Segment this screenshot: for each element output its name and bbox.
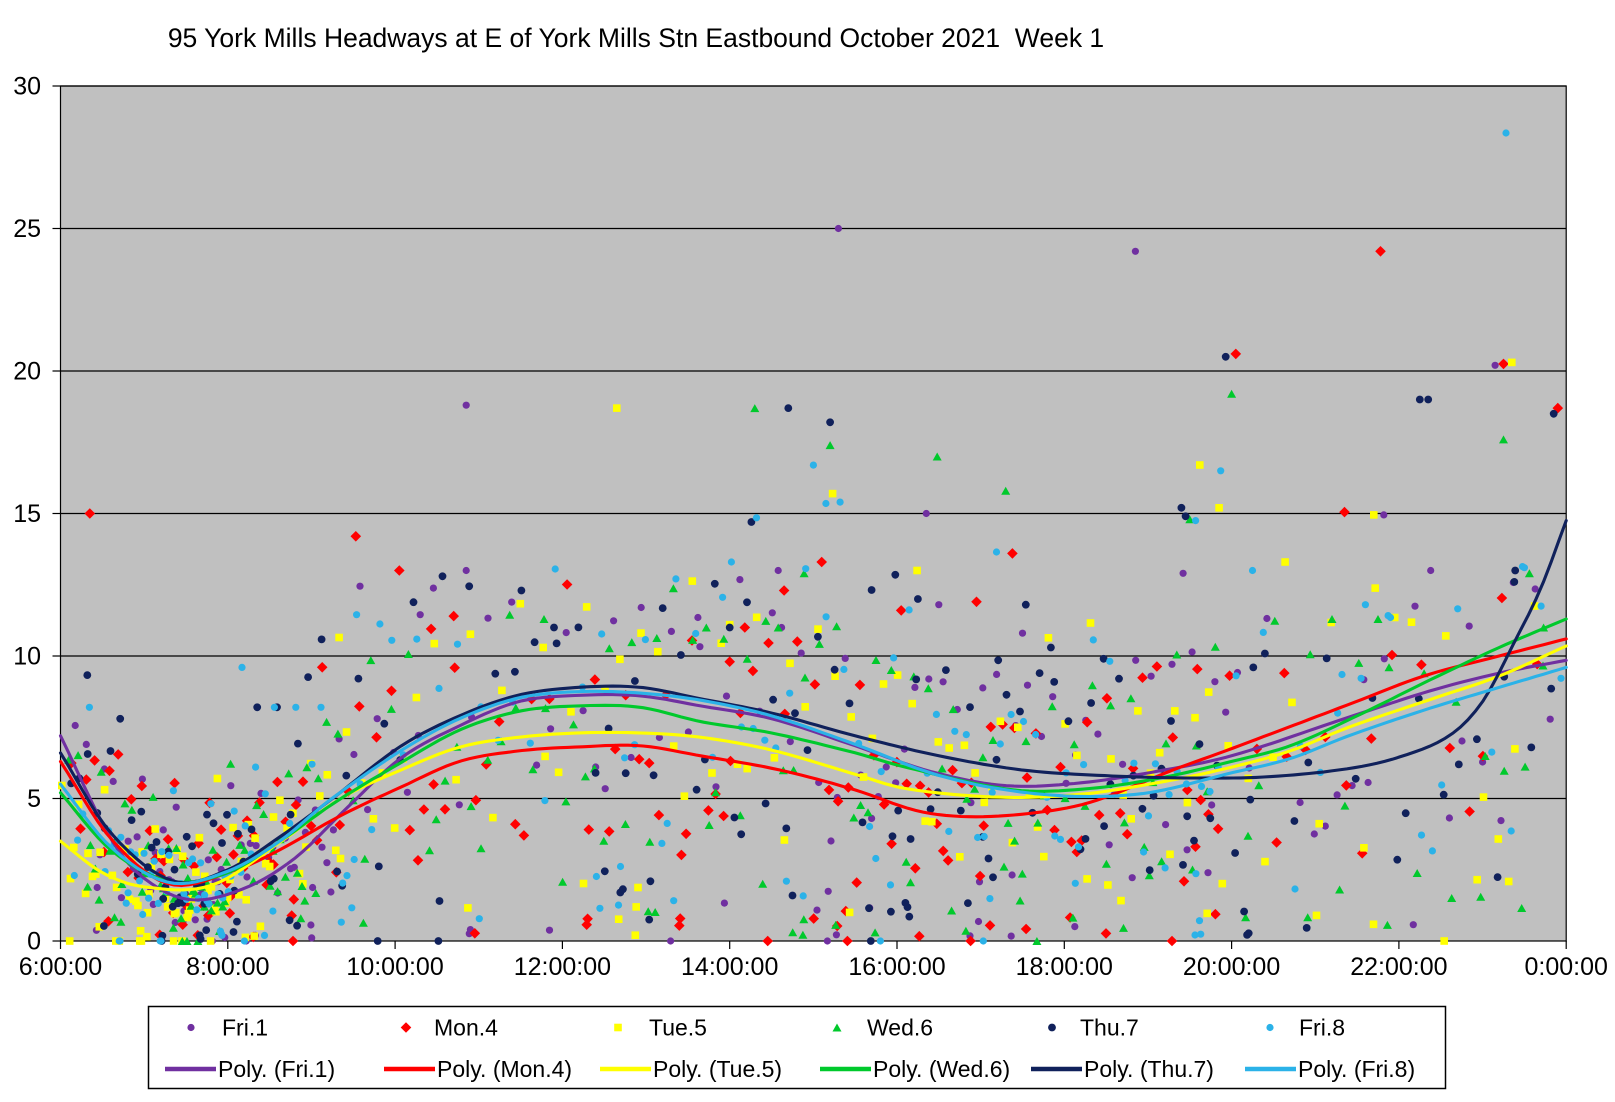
svg-text:5: 5 bbox=[27, 785, 41, 813]
svg-text:Poly. (Fri.1): Poly. (Fri.1) bbox=[218, 1056, 335, 1082]
svg-text:Poly. (Thu.7): Poly. (Thu.7) bbox=[1084, 1056, 1214, 1082]
svg-text:Poly. (Mon.4): Poly. (Mon.4) bbox=[437, 1056, 572, 1082]
svg-text:15: 15 bbox=[13, 500, 41, 528]
svg-text:Poly. (Fri.8): Poly. (Fri.8) bbox=[1298, 1056, 1415, 1082]
svg-text:20: 20 bbox=[13, 358, 41, 386]
svg-text:18:00:00: 18:00:00 bbox=[1016, 953, 1113, 981]
svg-text:Thu.7: Thu.7 bbox=[1080, 1015, 1139, 1041]
svg-text:Poly. (Tue.5): Poly. (Tue.5) bbox=[653, 1056, 782, 1082]
svg-text:Fri.8: Fri.8 bbox=[1299, 1015, 1345, 1041]
svg-text:8:00:00: 8:00:00 bbox=[186, 953, 269, 981]
svg-text:Wed.6: Wed.6 bbox=[867, 1015, 933, 1041]
svg-text:Mon.4: Mon.4 bbox=[434, 1015, 498, 1041]
svg-text:10: 10 bbox=[13, 643, 41, 671]
svg-text:14:00:00: 14:00:00 bbox=[681, 953, 778, 981]
svg-text:25: 25 bbox=[13, 215, 41, 243]
svg-text:95 York Mills Headways at E of: 95 York Mills Headways at E of York Mill… bbox=[168, 23, 1104, 53]
svg-text:10:00:00: 10:00:00 bbox=[346, 953, 443, 981]
svg-text:16:00:00: 16:00:00 bbox=[848, 953, 945, 981]
svg-text:22:00:00: 22:00:00 bbox=[1350, 953, 1447, 981]
svg-text:30: 30 bbox=[13, 73, 41, 101]
svg-text:20:00:00: 20:00:00 bbox=[1183, 953, 1280, 981]
svg-text:12:00:00: 12:00:00 bbox=[514, 953, 611, 981]
svg-text:0:00:00: 0:00:00 bbox=[1524, 953, 1607, 981]
svg-text:6:00:00: 6:00:00 bbox=[19, 953, 102, 981]
svg-text:Tue.5: Tue.5 bbox=[649, 1015, 707, 1041]
svg-text:Poly. (Wed.6): Poly. (Wed.6) bbox=[873, 1056, 1010, 1082]
svg-text:Fri.1: Fri.1 bbox=[222, 1015, 268, 1041]
svg-text:0: 0 bbox=[27, 928, 41, 956]
